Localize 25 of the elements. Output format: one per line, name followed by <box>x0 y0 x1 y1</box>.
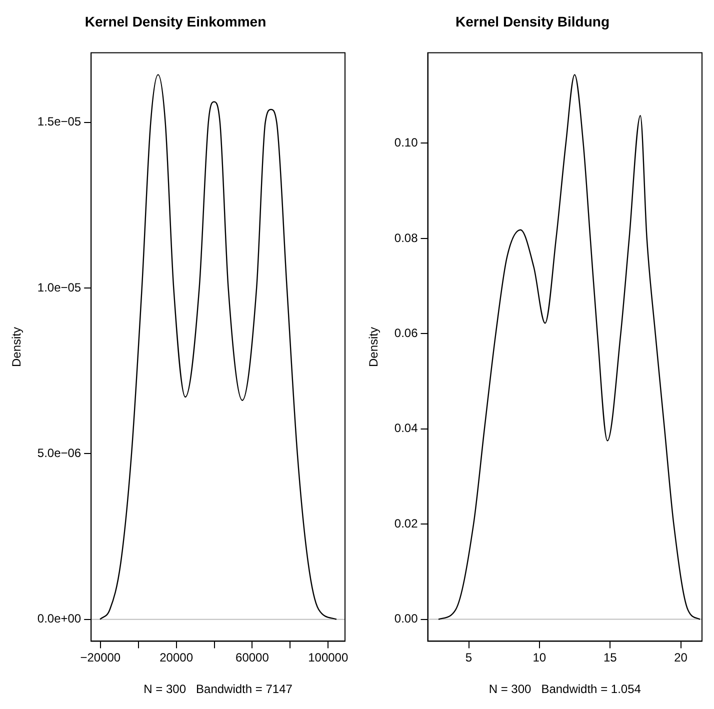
y-axis-title: Density <box>366 326 381 368</box>
x-tick-label: 100000 <box>308 650 348 665</box>
y-tick-label: 0.0e+00 <box>37 612 82 626</box>
y-tick-label: 0.02 <box>394 516 418 530</box>
x-tick-label: 20000 <box>160 650 194 665</box>
y-tick-label: 1.0e−05 <box>37 280 82 294</box>
y-tick-label: 5.0e−06 <box>37 446 82 460</box>
y-axis-title: Density <box>10 326 24 368</box>
y-tick-label: 0.04 <box>394 421 418 436</box>
x-axis-title: N = 300 Bandwidth = 1.054 <box>488 682 642 696</box>
x-tick-label: 10 <box>532 650 546 665</box>
y-tick-label: 0.06 <box>394 326 418 340</box>
x-tick-label: 60000 <box>236 650 270 665</box>
y-tick-label: 0.00 <box>394 612 418 626</box>
y-tick-label: 0.10 <box>394 136 418 150</box>
x-tick-label: 15 <box>603 650 618 665</box>
y-tick-label: 0.08 <box>394 230 418 245</box>
chart-title: Kernel Density Einkommen <box>84 13 266 30</box>
x-tick-label: 5 <box>465 650 472 665</box>
x-tick-label: 20 <box>674 650 688 665</box>
line-series <box>99 74 338 620</box>
x-tick-label: −20000 <box>80 650 121 665</box>
chart-title: Kernel Density Bildung <box>455 13 610 30</box>
y-tick-label: 1.5e−05 <box>37 114 82 129</box>
x-axis-title: N = 300 Bandwidth = 7147 <box>144 682 293 696</box>
